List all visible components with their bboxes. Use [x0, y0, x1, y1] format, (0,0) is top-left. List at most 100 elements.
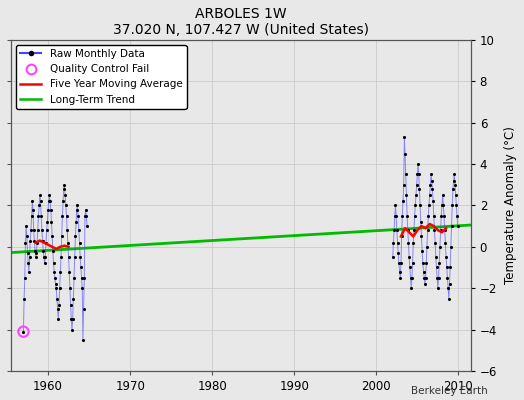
Point [39, 248, 48, 254]
Point [59, 198, 67, 204]
Point [71, 233, 80, 240]
Point [38, 227, 46, 234]
Point [389, 254, 397, 260]
Point [418, 248, 427, 254]
Point [391, 202, 400, 208]
Point [397, 233, 406, 240]
Title: ARBOLES 1W
37.020 N, 107.427 W (United States): ARBOLES 1W 37.020 N, 107.427 W (United S… [113, 7, 369, 37]
Point [422, 260, 430, 266]
Point [24, 260, 32, 266]
Point [399, 198, 407, 204]
Point [449, 186, 457, 192]
Point [392, 227, 401, 234]
Point [19, 328, 28, 335]
Point [48, 233, 57, 240]
Point [57, 254, 65, 260]
Point [405, 254, 413, 260]
Point [409, 240, 418, 246]
Point [25, 254, 34, 260]
Point [408, 275, 416, 281]
Point [434, 275, 443, 281]
Point [423, 227, 432, 234]
Point [446, 244, 455, 250]
Point [394, 240, 402, 246]
Point [441, 240, 450, 246]
Point [401, 171, 410, 178]
Point [390, 212, 399, 219]
Point [83, 223, 91, 229]
Point [419, 268, 428, 275]
Point [19, 328, 28, 335]
Point [452, 192, 460, 198]
Point [416, 202, 424, 208]
Point [417, 233, 425, 240]
Point [42, 227, 51, 234]
Point [34, 227, 42, 234]
Point [60, 182, 69, 188]
Point [56, 268, 64, 275]
Point [64, 254, 73, 260]
Point [24, 250, 32, 256]
Point [69, 295, 78, 302]
Point [407, 285, 416, 291]
Point [26, 237, 35, 244]
Point [45, 192, 53, 198]
Point [394, 250, 402, 256]
Point [62, 212, 71, 219]
Point [437, 212, 445, 219]
Text: Berkeley Earth: Berkeley Earth [411, 386, 487, 396]
Point [414, 171, 423, 178]
Point [425, 192, 434, 198]
Point [450, 177, 458, 184]
Point [65, 268, 73, 275]
Point [428, 186, 436, 192]
Y-axis label: Temperature Anomaly (°C): Temperature Anomaly (°C) [504, 126, 517, 284]
Point [36, 192, 44, 198]
Point [27, 212, 36, 219]
Point [441, 227, 449, 234]
Point [431, 240, 439, 246]
Point [408, 260, 417, 266]
Point [413, 171, 421, 178]
Point [78, 285, 86, 291]
Point [35, 202, 43, 208]
Point [430, 227, 439, 234]
Point [443, 264, 451, 271]
Point [70, 275, 78, 281]
Point [74, 227, 83, 234]
Point [77, 264, 85, 271]
Point [439, 192, 447, 198]
Point [52, 285, 60, 291]
Point [406, 264, 414, 271]
Point [46, 198, 54, 204]
Point [410, 227, 418, 234]
Point [400, 134, 409, 140]
Point [405, 240, 413, 246]
Point [427, 171, 435, 178]
Point [436, 227, 445, 234]
Point [454, 223, 462, 229]
Point [401, 150, 409, 157]
Point [390, 227, 398, 234]
Point [64, 240, 72, 246]
Point [69, 316, 77, 322]
Point [432, 254, 440, 260]
Point [389, 240, 398, 246]
Point [53, 306, 62, 312]
Point [60, 186, 68, 192]
Point [72, 219, 80, 225]
Point [419, 260, 427, 266]
Point [54, 316, 62, 322]
Point [56, 285, 64, 291]
Point [45, 198, 53, 204]
Point [445, 295, 453, 302]
Point [34, 212, 42, 219]
Point [33, 240, 41, 246]
Point [430, 212, 438, 219]
Point [41, 254, 49, 260]
Point [444, 285, 452, 291]
Point [426, 182, 434, 188]
Point [44, 206, 52, 213]
Point [399, 182, 408, 188]
Point [417, 219, 425, 225]
